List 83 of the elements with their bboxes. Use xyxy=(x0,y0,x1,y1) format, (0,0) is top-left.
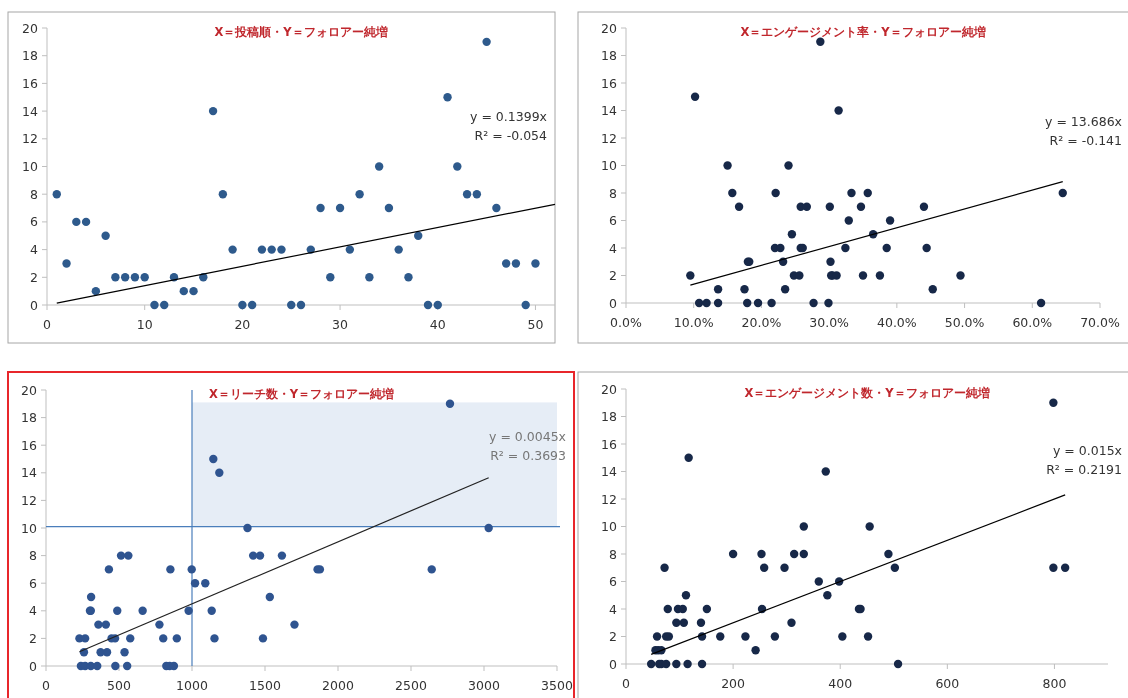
annotation: R² = -0.141 xyxy=(1049,133,1122,148)
chart-title: X＝リーチ数・Y＝フォロアー純増 xyxy=(208,387,395,401)
x-tick-label: 200 xyxy=(721,676,746,691)
x-tick-label: 10 xyxy=(136,317,153,332)
y-tick-label: 4 xyxy=(30,242,39,258)
y-tick-label: 0 xyxy=(609,295,618,311)
y-tick-label: 6 xyxy=(29,575,38,591)
x-tick-label: 1000 xyxy=(176,678,208,693)
x-tick-label: 3000 xyxy=(468,678,500,693)
y-tick-label: 2 xyxy=(609,629,617,644)
y-tick-label: 10 xyxy=(22,159,39,174)
chart-title: X＝投稿順・Y＝フォロアー純増 xyxy=(214,25,388,39)
y-tick-label: 12 xyxy=(601,491,617,507)
x-tick-label: 20 xyxy=(234,317,251,332)
y-tick-label: 8 xyxy=(30,186,39,202)
x-tick-label: 3500 xyxy=(541,678,573,693)
y-tick-label: 18 xyxy=(21,410,38,426)
y-tick-label: 4 xyxy=(609,240,618,256)
y-tick-label: 2 xyxy=(30,269,38,285)
y-tick-label: 6 xyxy=(609,213,618,228)
y-tick-label: 16 xyxy=(21,437,38,453)
y-tick-label: 18 xyxy=(601,48,618,63)
x-tick-label: 2000 xyxy=(322,678,354,693)
y-tick-label: 16 xyxy=(601,436,618,452)
y-tick-label: 12 xyxy=(601,130,617,146)
y-tick-label: 14 xyxy=(22,103,39,119)
y-tick-label: 20 xyxy=(21,382,38,398)
x-tick-label: 20.0% xyxy=(741,315,782,330)
x-tick-label: 0.0% xyxy=(610,315,642,330)
chart-title: X＝エンゲージメント数・Y＝フォロアー純増 xyxy=(744,386,990,400)
x-tick-label: 500 xyxy=(107,678,131,693)
y-tick-label: 0 xyxy=(609,656,618,672)
y-tick-label: 14 xyxy=(21,465,38,481)
y-tick-label: 12 xyxy=(21,492,37,508)
x-tick-label: 40.0% xyxy=(877,315,917,330)
y-tick-label: 2 xyxy=(29,630,37,646)
y-tick-label: 20 xyxy=(22,20,39,36)
annotation: R² = 0.3693 xyxy=(490,448,566,463)
y-tick-label: 8 xyxy=(609,185,618,201)
y-tick-label: 20 xyxy=(601,20,618,36)
x-tick-label: 2500 xyxy=(395,678,427,693)
y-tick-label: 0 xyxy=(29,658,38,674)
y-tick-label: 14 xyxy=(601,103,618,118)
y-tick-label: 4 xyxy=(29,603,38,619)
y-tick-label: 16 xyxy=(601,75,618,91)
x-tick-label: 800 xyxy=(1042,676,1067,691)
y-tick-label: 4 xyxy=(609,601,618,617)
y-tick-label: 6 xyxy=(609,574,618,589)
x-tick-label: 400 xyxy=(828,676,853,691)
x-tick-label: 40 xyxy=(429,317,446,332)
y-tick-label: 10 xyxy=(601,158,618,173)
annotation: R² = 0.2191 xyxy=(1046,462,1122,477)
annotation: y = 0.1399x xyxy=(470,109,547,124)
y-tick-label: 10 xyxy=(21,520,38,536)
chart-title: X＝エンゲージメント率・Y＝フォロアー純増 xyxy=(740,25,986,39)
y-tick-label: 16 xyxy=(22,75,39,91)
y-tick-label: 10 xyxy=(601,519,618,534)
y-tick-label: 18 xyxy=(601,409,618,424)
x-tick-label: 50.0% xyxy=(944,315,985,330)
annotation: y = 0.0045x xyxy=(489,429,566,444)
x-tick-label: 600 xyxy=(935,676,960,691)
x-tick-label: 70.0% xyxy=(1080,315,1120,330)
y-tick-label: 6 xyxy=(30,214,39,230)
y-tick-label: 8 xyxy=(29,548,38,564)
y-tick-label: 0 xyxy=(30,297,39,313)
x-tick-label: 0 xyxy=(622,676,631,691)
y-tick-label: 14 xyxy=(601,464,618,479)
x-tick-label: 30 xyxy=(332,317,349,332)
x-tick-label: 0 xyxy=(42,678,51,693)
x-tick-label: 10.0% xyxy=(673,315,714,330)
x-tick-label: 50 xyxy=(527,317,544,332)
y-tick-label: 8 xyxy=(609,546,618,562)
annotation: y = 13.686x xyxy=(1045,114,1122,129)
y-tick-label: 20 xyxy=(601,381,618,397)
y-tick-label: 18 xyxy=(22,48,39,64)
annotation: y = 0.015x xyxy=(1052,443,1122,458)
y-tick-label: 2 xyxy=(609,268,617,283)
x-tick-label: 1500 xyxy=(249,678,281,693)
x-tick-label: 30.0% xyxy=(809,315,850,330)
y-tick-label: 12 xyxy=(22,131,38,147)
x-tick-label: 0 xyxy=(43,317,52,332)
x-tick-label: 60.0% xyxy=(1012,315,1053,330)
annotation: R² = -0.054 xyxy=(474,128,548,143)
